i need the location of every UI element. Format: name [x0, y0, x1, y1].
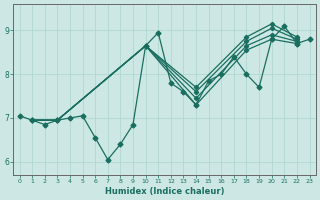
X-axis label: Humidex (Indice chaleur): Humidex (Indice chaleur): [105, 187, 224, 196]
